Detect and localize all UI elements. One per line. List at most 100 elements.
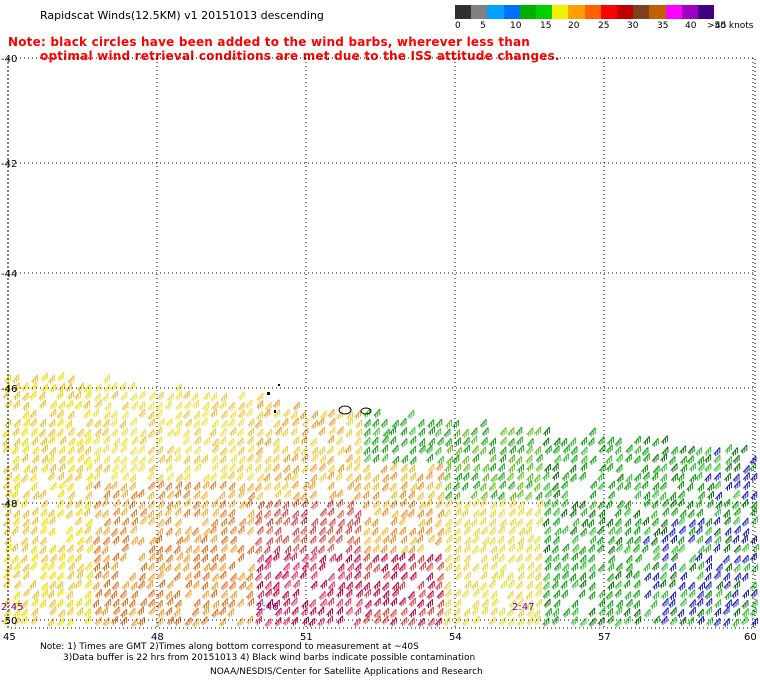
wind-barb [516, 543, 524, 553]
latitude-label: -46 [1, 384, 17, 395]
wind-barb [598, 516, 605, 526]
wind-barb [371, 554, 379, 564]
wind-barb [245, 572, 253, 582]
wind-barb [12, 382, 20, 392]
wind-barb [661, 446, 669, 456]
wind-barb [155, 436, 162, 446]
wind-barb [732, 534, 740, 544]
wind-barb [147, 401, 155, 411]
wind-barb [515, 426, 523, 436]
wind-barb [517, 571, 525, 581]
wind-barb [688, 589, 696, 599]
wind-barb [533, 535, 541, 545]
wind-barb [264, 554, 272, 564]
wind-barb [417, 509, 424, 519]
wind-barb [292, 534, 300, 544]
wind-barb [120, 608, 128, 618]
wind-barb [281, 428, 289, 438]
wind-barb [723, 498, 731, 508]
wind-barb [400, 481, 408, 491]
wind-barb [94, 428, 102, 438]
wind-barb [391, 562, 399, 572]
wind-barb [228, 561, 236, 571]
wind-barb [11, 446, 19, 456]
wind-barb [13, 580, 21, 590]
wind-barb [245, 408, 253, 418]
wind-barb [444, 463, 452, 473]
wind-barb [588, 582, 596, 592]
wind-barb [245, 399, 253, 409]
wind-barb [490, 489, 498, 499]
wind-barb [335, 534, 343, 544]
wind-barb [202, 600, 210, 610]
wind-barb [59, 436, 66, 446]
wind-barb [273, 481, 281, 491]
wind-barb [256, 437, 263, 447]
wind-barb [400, 607, 408, 617]
wind-barb [318, 561, 326, 571]
wind-barb [66, 606, 74, 616]
wind-barb [23, 464, 30, 474]
wind-barb [427, 437, 435, 447]
wind-barb [553, 437, 561, 447]
wind-barb [157, 490, 165, 500]
wind-barb [281, 570, 289, 580]
scale-swatch [455, 5, 472, 19]
wind-barb [256, 428, 264, 438]
wind-barb [237, 409, 245, 419]
wind-barb [580, 455, 588, 465]
wind-barb [400, 473, 408, 483]
wind-barb [507, 554, 515, 564]
wind-barb [148, 463, 156, 473]
wind-barb [444, 598, 451, 608]
wind-barb [461, 428, 469, 438]
wind-barb [679, 598, 687, 608]
wind-barb [355, 589, 363, 599]
wind-barb [497, 463, 505, 473]
wind-barb [84, 491, 92, 501]
wind-barb [372, 499, 380, 509]
wind-barb [363, 428, 371, 438]
wind-barb [354, 562, 362, 572]
wind-barb [462, 472, 470, 482]
wind-barb [292, 445, 300, 455]
wind-barb [534, 572, 541, 582]
wind-barb [677, 516, 685, 526]
wind-barb [677, 480, 684, 490]
wind-barb [461, 508, 469, 518]
wind-barb [373, 615, 381, 625]
wind-barb [83, 608, 91, 618]
wind-barb [751, 617, 759, 627]
wind-barb [499, 518, 507, 528]
wind-barb [48, 418, 56, 428]
wind-barb [509, 491, 516, 501]
wind-barb [669, 562, 677, 572]
wind-barb [697, 491, 705, 501]
wind-barb [238, 517, 246, 527]
wind-barb [687, 534, 695, 544]
wind-barb [651, 561, 659, 571]
wind-barb [317, 617, 325, 627]
wind-barb [569, 464, 577, 474]
wind-barb [642, 535, 650, 545]
wind-barb [67, 390, 74, 400]
wind-barb [391, 510, 399, 520]
wind-barb [560, 498, 568, 508]
wind-barb [209, 525, 217, 535]
wind-barb [400, 509, 408, 519]
wind-barb [246, 483, 254, 493]
wind-barb [518, 527, 525, 537]
wind-barb [381, 444, 389, 454]
wind-barb [85, 518, 93, 528]
wind-barb [598, 509, 605, 519]
wind-barb [741, 554, 749, 564]
wind-barb [445, 562, 452, 572]
wind-barb [498, 616, 506, 626]
wind-barb [256, 554, 264, 564]
wind-barb [111, 428, 118, 438]
wind-barb [157, 608, 165, 618]
wind-barb [155, 546, 163, 556]
wind-barb [292, 588, 300, 598]
wind-barb [498, 480, 506, 490]
wind-barb [92, 435, 100, 445]
